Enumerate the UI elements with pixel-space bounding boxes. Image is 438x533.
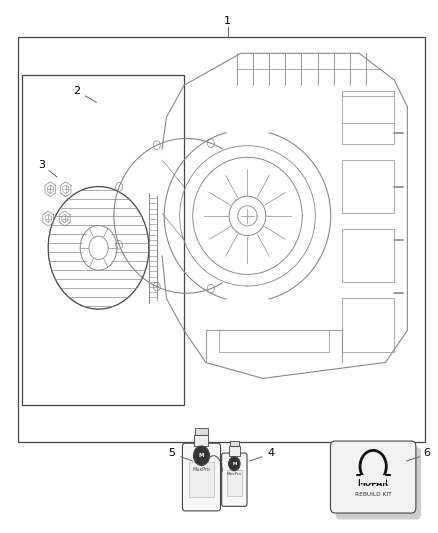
Bar [342,229,394,282]
Text: MaxPro: MaxPro [227,472,242,477]
Text: M: M [199,453,204,458]
Text: MaxPro: MaxPro [193,466,210,472]
Text: M: M [232,462,237,466]
FancyBboxPatch shape [330,441,416,513]
Circle shape [194,446,209,465]
Bar [227,470,242,496]
Bar [22,75,184,405]
Bar [229,446,240,456]
Text: 3: 3 [38,160,45,170]
Text: MOPAR: MOPAR [358,479,389,488]
Text: REBUILD KIT: REBUILD KIT [355,492,392,497]
Text: 6: 6 [424,448,431,458]
Bar [342,298,394,352]
Text: 5: 5 [169,448,176,458]
Circle shape [229,457,240,471]
Text: 2: 2 [73,86,80,95]
Bar [195,429,208,435]
Bar [18,37,425,442]
Bar [230,441,239,446]
Bar [194,435,208,447]
Bar [342,91,394,144]
Bar [190,462,214,497]
FancyBboxPatch shape [222,453,247,506]
FancyBboxPatch shape [336,448,421,519]
Bar [342,160,394,213]
Text: 1: 1 [224,17,231,26]
FancyBboxPatch shape [183,443,221,511]
Bar [360,475,386,483]
Text: 4: 4 [267,448,274,458]
